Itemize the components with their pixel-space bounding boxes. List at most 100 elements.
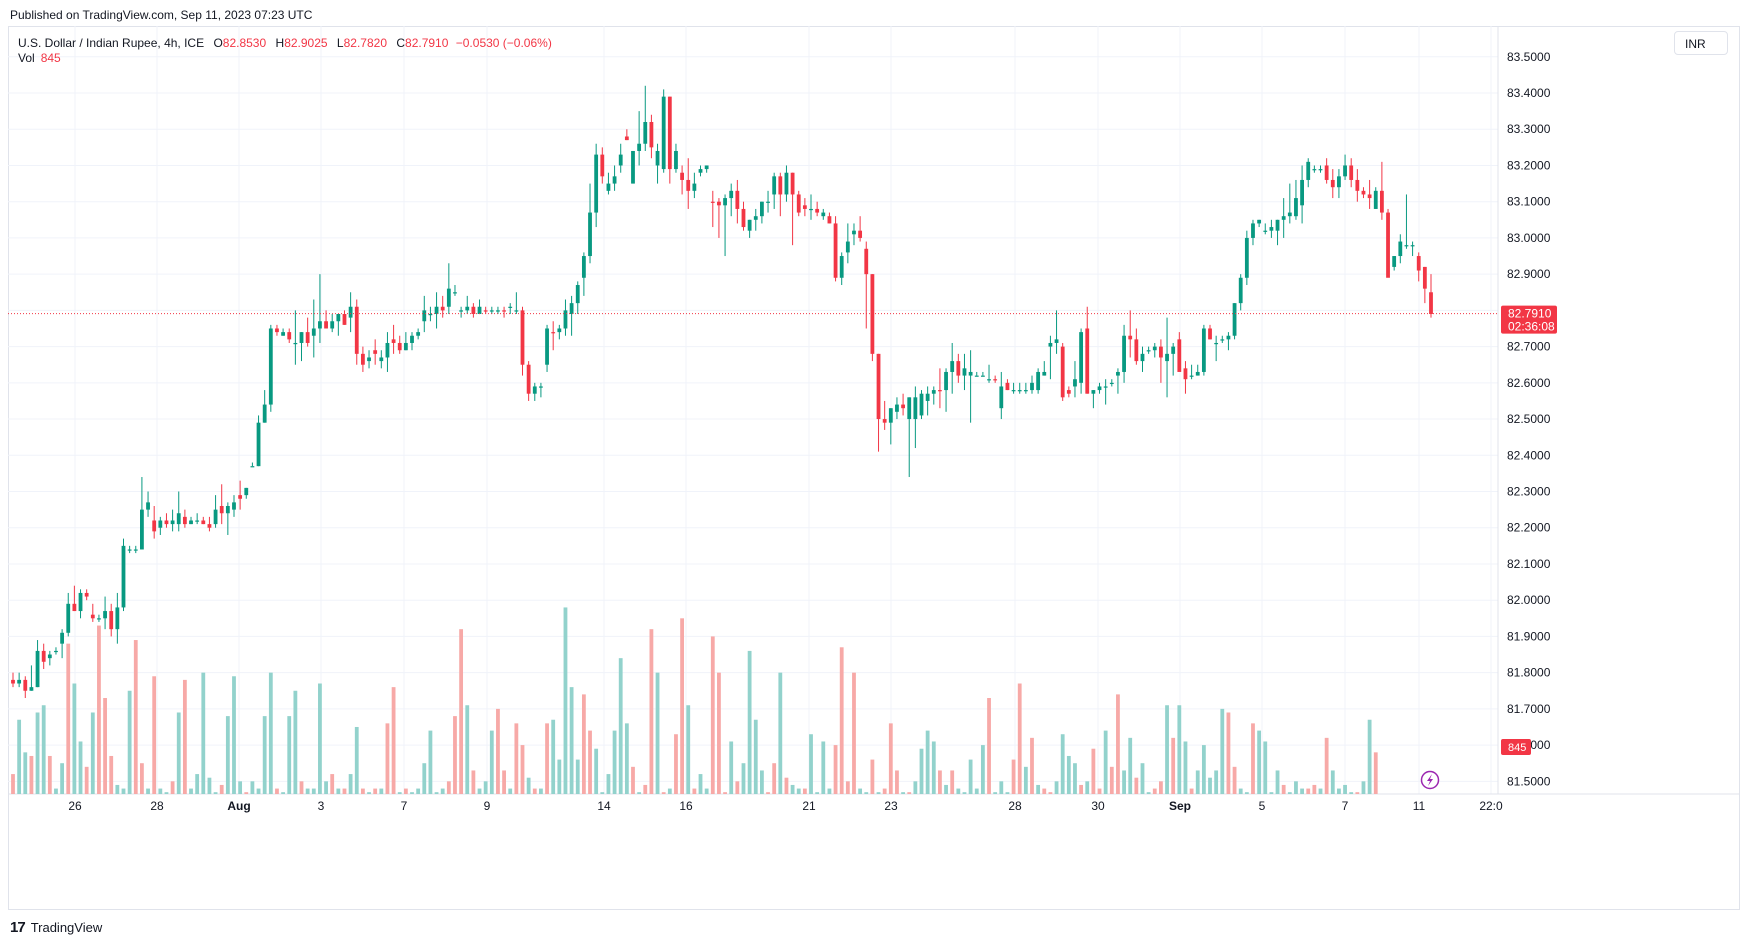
close-value: 82.7910 — [405, 36, 449, 50]
candle-body — [1275, 219, 1280, 231]
candle — [84, 589, 89, 601]
candle — [624, 129, 629, 141]
candle-body — [1251, 223, 1255, 238]
candle — [1103, 379, 1108, 405]
candle-body — [968, 371, 973, 376]
candle-body — [539, 386, 543, 388]
candle — [901, 393, 905, 416]
volume-bar — [201, 672, 206, 794]
x-tick-label: Sep — [1169, 799, 1191, 813]
currency-button[interactable]: INR — [1674, 31, 1728, 55]
candle — [539, 382, 543, 398]
volume-bar — [256, 788, 261, 794]
candle — [471, 303, 476, 318]
volume-bar — [790, 784, 795, 794]
candle-body — [1349, 165, 1354, 180]
candle-body — [146, 502, 150, 510]
volume-bar — [1183, 741, 1188, 794]
volume-bar — [1048, 792, 1053, 794]
x-axis: 26 28 Aug 3 7 9 14 16 21 23 28 30 Sep 5 7 11 22:0 — [68, 799, 1503, 813]
volume-bar — [1257, 730, 1262, 794]
candle — [514, 292, 519, 314]
candle — [1330, 169, 1335, 199]
candle — [489, 306, 494, 314]
candle-body — [606, 183, 611, 191]
volume-bar — [1134, 777, 1139, 794]
candle — [686, 158, 691, 209]
volume-bar — [1330, 770, 1335, 794]
candle-body — [103, 611, 107, 619]
volume-bar — [23, 752, 28, 794]
candle — [864, 241, 869, 329]
volume-bar — [66, 643, 71, 794]
volume-bar — [1312, 784, 1317, 794]
candlestick-chart[interactable]: 83.5000 83.4000 83.3000 83.2000 83.1000 83.00… — [8, 26, 1740, 910]
candle-body — [330, 321, 335, 329]
volume-bar — [845, 781, 850, 794]
volume-bar — [72, 683, 77, 794]
candle-body — [133, 549, 138, 551]
candle — [845, 223, 850, 264]
candle-body — [526, 364, 531, 394]
volume-bar — [526, 777, 531, 794]
candle — [207, 516, 212, 532]
candle-body — [416, 332, 421, 336]
volume-bar — [1343, 784, 1347, 794]
volume-bar — [47, 755, 52, 794]
volume-bar — [287, 716, 292, 794]
volume-bar — [600, 792, 605, 794]
volume-bar — [692, 788, 697, 794]
candle — [545, 324, 549, 372]
volume-bar — [207, 777, 212, 794]
volume-bar — [815, 792, 820, 794]
volume-bar — [1005, 792, 1010, 794]
candle-body — [790, 172, 795, 195]
candle-body — [612, 176, 617, 184]
candle — [1263, 223, 1268, 235]
candle — [152, 506, 157, 539]
candle-body — [520, 310, 525, 365]
tradingview-logo[interactable]: 17 TradingView — [10, 919, 102, 936]
candle-body — [723, 198, 727, 206]
candle — [1091, 390, 1096, 409]
candle — [1134, 328, 1139, 365]
candle-body — [348, 306, 353, 318]
candle-body — [238, 495, 243, 499]
low-value: 82.7820 — [343, 36, 387, 50]
x-tick-label: 9 — [484, 799, 491, 813]
volume-bar — [545, 723, 549, 794]
volume-bar — [238, 781, 243, 794]
candle — [723, 194, 727, 257]
candle — [453, 285, 457, 296]
candle — [980, 371, 985, 377]
candle — [1312, 165, 1317, 173]
candle-body — [428, 314, 433, 316]
candle — [661, 89, 666, 173]
candle-body — [1048, 342, 1053, 347]
candle — [1373, 187, 1378, 209]
lightning-icon[interactable] — [1420, 770, 1440, 790]
candle — [913, 386, 918, 449]
candle-body — [1392, 256, 1397, 267]
candle-body — [391, 339, 396, 343]
volume-bar — [268, 672, 273, 794]
candle-body — [1269, 227, 1274, 231]
candle-body — [1300, 179, 1304, 206]
volume-bar — [723, 792, 727, 794]
candle-body — [809, 208, 813, 211]
y-tick-label: 82.9000 — [1507, 267, 1551, 281]
candle-body — [858, 230, 863, 238]
candle — [717, 198, 721, 238]
candle — [784, 165, 789, 202]
candle — [698, 165, 703, 177]
x-tick-label: 21 — [802, 799, 816, 813]
candle-body — [551, 332, 556, 334]
candle — [766, 190, 770, 213]
candle-body — [489, 310, 494, 312]
volume-bar — [704, 788, 709, 794]
volume-bar — [999, 781, 1004, 794]
volume-bar — [753, 719, 758, 794]
candle — [569, 295, 574, 336]
volume-bar — [1281, 784, 1286, 794]
candle-body — [1134, 339, 1139, 362]
